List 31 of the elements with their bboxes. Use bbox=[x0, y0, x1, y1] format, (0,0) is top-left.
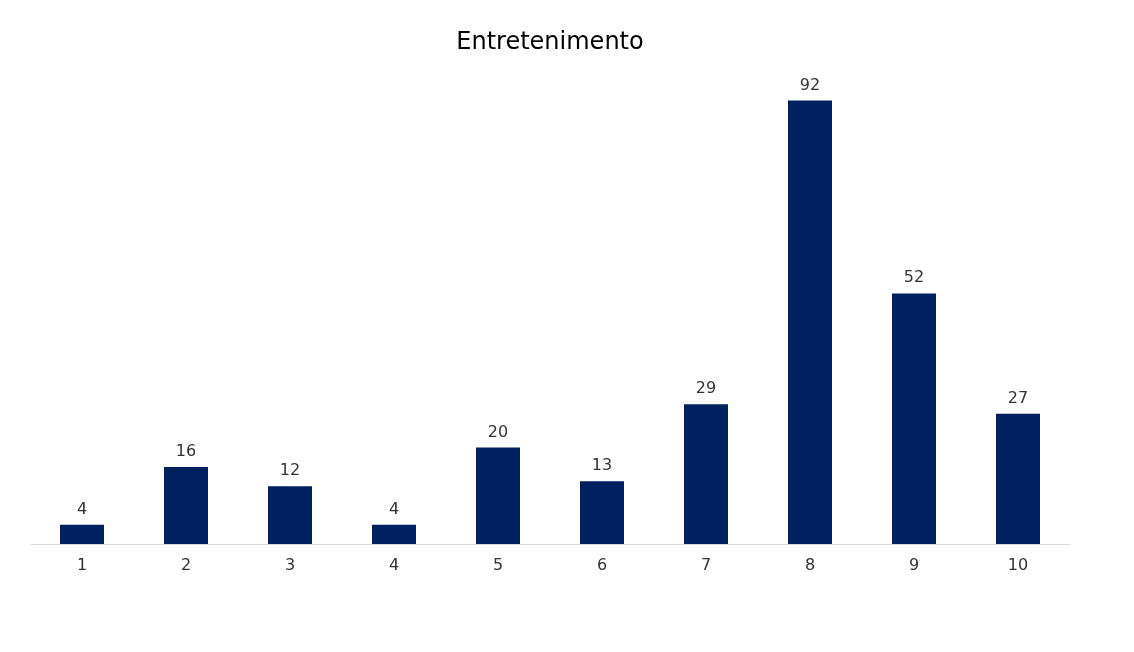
bar bbox=[164, 466, 208, 544]
x-tick-label: 2 bbox=[180, 554, 192, 574]
x-tick-label: 10 bbox=[1007, 554, 1029, 574]
x-tick-label: 9 bbox=[908, 554, 920, 574]
x-tick-label: 8 bbox=[804, 554, 816, 574]
bar bbox=[892, 293, 936, 544]
data-label: 12 bbox=[279, 460, 301, 480]
bar bbox=[684, 404, 728, 544]
data-label: 4 bbox=[76, 498, 88, 518]
data-label: 52 bbox=[903, 267, 925, 287]
x-tick-label: 6 bbox=[596, 554, 608, 574]
data-label: 20 bbox=[487, 421, 509, 441]
bar bbox=[268, 486, 312, 544]
chart-title: Entretenimento bbox=[456, 27, 644, 55]
data-label: 92 bbox=[799, 74, 821, 94]
bar bbox=[580, 481, 624, 544]
data-label: 16 bbox=[175, 440, 197, 460]
x-tick-label: 7 bbox=[700, 554, 712, 574]
x-tick-label: 5 bbox=[492, 554, 504, 574]
x-tick-label: 3 bbox=[284, 554, 296, 574]
bar bbox=[996, 413, 1040, 544]
x-tick-label: 4 bbox=[388, 554, 400, 574]
data-label: 27 bbox=[1007, 387, 1029, 407]
x-tick-label: 1 bbox=[76, 554, 88, 574]
data-label: 4 bbox=[388, 498, 400, 518]
bar bbox=[372, 524, 416, 544]
bar bbox=[476, 447, 520, 544]
data-label: 29 bbox=[695, 378, 717, 398]
data-label: 13 bbox=[591, 455, 613, 475]
bar bbox=[60, 524, 104, 544]
bar bbox=[788, 100, 832, 544]
